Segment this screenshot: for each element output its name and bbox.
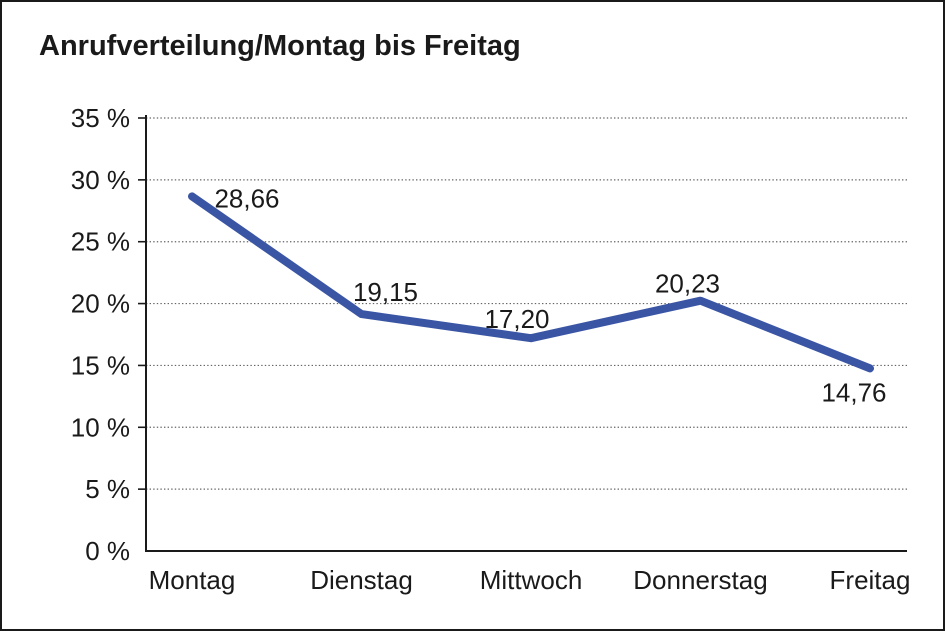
y-tick-label: 5 % — [85, 474, 130, 504]
data-point-label: 17,20 — [484, 304, 549, 334]
data-point-label: 20,23 — [655, 269, 720, 299]
y-tick-label: 35 % — [71, 103, 130, 133]
data-point-label: 28,66 — [214, 183, 279, 213]
data-series-line — [188, 192, 874, 373]
data-point-label: 19,15 — [353, 277, 418, 307]
y-tick-label: 30 % — [71, 165, 130, 195]
x-category-label: Donnerstag — [633, 565, 767, 595]
chart-title: Anrufverteilung/Montag bis Freitag — [39, 30, 521, 62]
y-tick-label: 25 % — [71, 227, 130, 257]
x-category-label: Mittwoch — [480, 565, 583, 595]
y-tick-label: 0 % — [85, 536, 130, 566]
y-tick-label: 10 % — [71, 412, 130, 442]
data-point-label: 14,76 — [821, 377, 886, 407]
x-category-label: Montag — [149, 565, 236, 595]
x-category-label: Dienstag — [310, 565, 413, 595]
x-category-label: Freitag — [830, 565, 911, 595]
y-tick-label: 15 % — [71, 350, 130, 380]
y-tick-label: 20 % — [71, 289, 130, 319]
